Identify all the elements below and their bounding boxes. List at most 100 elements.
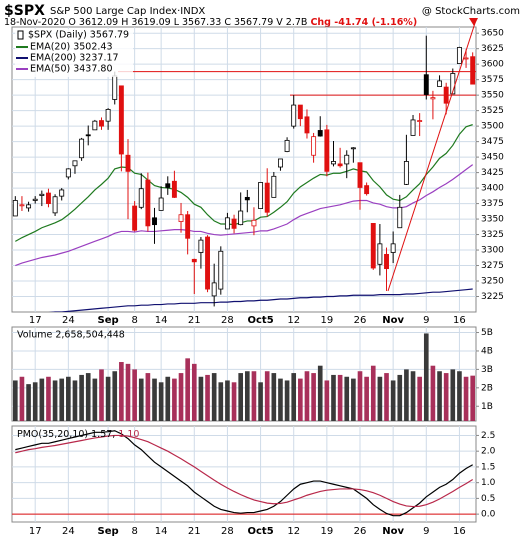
candle-body	[191, 258, 197, 263]
x-tick-label: Oct5	[247, 526, 273, 537]
candle-body	[145, 179, 151, 227]
chart-subtitle: S&P 500 Large Cap Index·INDX	[50, 6, 205, 17]
legend-label: PMO(35,20,10) 1.57,	[17, 429, 115, 440]
volume-bar	[311, 373, 316, 421]
candle-body	[158, 197, 164, 211]
candle-body	[370, 223, 376, 269]
volume-bar	[351, 378, 356, 421]
candle-body	[350, 147, 356, 150]
y-tick-label: 3300	[481, 246, 504, 256]
y-tick-label: 3475	[481, 137, 504, 147]
candle-body	[198, 239, 204, 253]
candle-body	[258, 182, 264, 209]
candle-body	[224, 217, 230, 230]
volume-bar	[298, 378, 303, 421]
volume-bar	[331, 374, 336, 421]
x-tick-label: 9	[423, 526, 429, 537]
volume-bar	[417, 376, 422, 421]
x-tick-label: 21	[188, 315, 201, 326]
quote-line: 18-Nov-2020 O 3612.09 H 3619.09 L 3567.3…	[4, 17, 417, 28]
candle-body	[118, 85, 124, 155]
volume-bar	[99, 369, 104, 421]
candle-body	[105, 109, 111, 122]
candle-body	[284, 139, 290, 152]
quote-change: Chg -41.74 (-1.16%)	[310, 17, 417, 28]
y-tick-label: 2B	[481, 383, 493, 393]
y-tick-label: 3B	[481, 365, 493, 375]
volume-bar	[178, 373, 184, 421]
y-tick-label: 3625	[481, 44, 504, 54]
candle-body	[32, 198, 38, 201]
volume-bar	[85, 373, 91, 421]
candle-body	[39, 193, 45, 196]
volume-bar	[324, 380, 330, 421]
volume-bar	[158, 382, 164, 421]
candle-body	[291, 104, 297, 127]
candle-body	[304, 116, 310, 134]
volume-bar	[410, 371, 416, 421]
volume-bar	[105, 376, 111, 421]
y-tick-label: 5B	[481, 328, 493, 338]
line-series	[15, 164, 474, 267]
candle-body	[59, 189, 65, 197]
volume-bar	[231, 382, 237, 421]
volume-bar	[79, 374, 84, 421]
candle-body	[72, 160, 78, 167]
candle-body	[423, 74, 429, 95]
candle-body	[443, 86, 449, 104]
x-tick-label: 14	[155, 315, 168, 326]
x-tick-label: 28	[221, 315, 234, 326]
volume-bar	[364, 376, 369, 421]
candle-body	[297, 104, 303, 120]
volume-bar	[337, 374, 343, 421]
candle-body	[231, 218, 237, 229]
volume-bar	[344, 376, 350, 421]
volume-bar	[357, 371, 363, 421]
y-tick-label: 3325	[481, 230, 504, 240]
x-tick-label: 24	[62, 315, 75, 326]
x-tick-label: 24	[62, 526, 75, 537]
volume-bar	[437, 371, 442, 421]
volume-bar	[278, 378, 283, 421]
x-tick-label: Oct5	[247, 315, 273, 326]
legend-label: EMA(20) 3502.43	[30, 42, 113, 53]
panel	[11, 425, 477, 523]
candle-body	[205, 236, 210, 290]
volume-bar	[185, 358, 190, 421]
y-tick-label: 2.5	[481, 431, 495, 441]
volume-bar	[12, 380, 18, 421]
candle-body	[178, 214, 184, 222]
x-tick-label: 8	[131, 526, 137, 537]
y-tick-label: 1B	[481, 402, 493, 412]
candle-body	[211, 282, 217, 297]
candle-body	[264, 182, 270, 213]
volume-bar	[397, 374, 403, 421]
legend-label: EMA(50) 3437.80	[30, 64, 113, 75]
volume-bar	[384, 373, 389, 421]
volume-bar	[39, 378, 45, 421]
candle-body	[132, 205, 138, 231]
x-tick-label: 8	[131, 315, 137, 326]
volume-bar	[165, 376, 171, 421]
x-tick-label: 28	[221, 526, 234, 537]
volume-bar	[198, 376, 204, 421]
x-tick-label: 17	[29, 526, 42, 537]
volume-bar	[172, 378, 177, 421]
y-tick-label: 3425	[481, 168, 504, 178]
candle-body	[403, 161, 409, 185]
volume-bar	[404, 369, 409, 421]
volume-bar	[132, 369, 137, 421]
y-tick-label: 0.5	[481, 494, 495, 504]
line-series	[15, 124, 473, 242]
plot-layer: 17 17 24 24 Sep Sep 8 8 14 14 21 21 28 28 Oct5 Oct5 12 12…	[11, 26, 504, 537]
x-tick-label: 9	[423, 315, 429, 326]
y-tick-label: 3450	[481, 153, 504, 163]
volume-bar	[377, 376, 383, 421]
candle-body	[238, 210, 244, 226]
volume-bar	[66, 376, 71, 421]
quote-info: 18-Nov-2020 O 3612.09 H 3619.09 L 3567.3…	[4, 17, 310, 28]
candle-body	[357, 162, 363, 188]
candle-body	[165, 183, 171, 188]
